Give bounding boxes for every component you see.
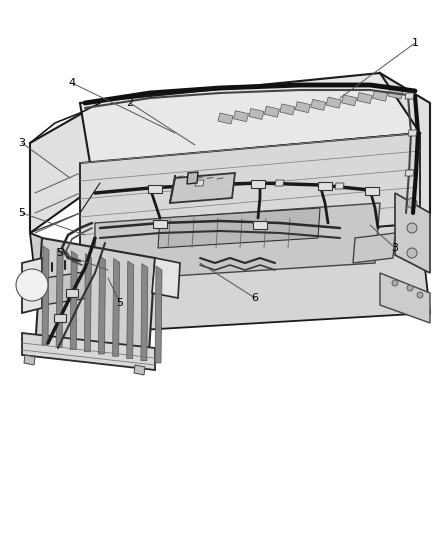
Polygon shape	[141, 263, 148, 361]
Bar	[251, 180, 265, 188]
Polygon shape	[158, 208, 319, 248]
Text: 5: 5	[116, 298, 123, 308]
Polygon shape	[372, 90, 387, 101]
Polygon shape	[80, 73, 419, 163]
Polygon shape	[56, 248, 63, 348]
Polygon shape	[24, 355, 35, 365]
Polygon shape	[233, 111, 248, 122]
Polygon shape	[134, 365, 145, 375]
Polygon shape	[194, 180, 204, 186]
Bar	[364, 187, 378, 195]
Polygon shape	[170, 173, 234, 203]
Text: 3: 3	[18, 138, 25, 148]
Polygon shape	[295, 102, 310, 112]
Polygon shape	[341, 95, 356, 106]
Polygon shape	[42, 246, 49, 345]
Polygon shape	[22, 333, 155, 370]
Polygon shape	[113, 259, 119, 356]
Polygon shape	[35, 238, 155, 368]
Polygon shape	[404, 170, 413, 176]
Polygon shape	[310, 99, 325, 110]
Text: 4: 4	[68, 78, 75, 88]
Polygon shape	[127, 261, 134, 359]
Polygon shape	[218, 113, 233, 124]
Polygon shape	[264, 106, 279, 117]
Text: 2: 2	[126, 98, 133, 108]
Polygon shape	[170, 175, 175, 203]
Polygon shape	[248, 108, 263, 119]
Circle shape	[406, 285, 412, 291]
Polygon shape	[43, 271, 90, 305]
Polygon shape	[325, 97, 340, 108]
Text: 5: 5	[18, 208, 25, 218]
Polygon shape	[98, 256, 105, 354]
Polygon shape	[379, 273, 429, 323]
Polygon shape	[352, 233, 394, 263]
Polygon shape	[84, 254, 91, 352]
Polygon shape	[279, 104, 294, 115]
Bar	[54, 314, 66, 322]
Polygon shape	[80, 133, 419, 253]
Text: 6: 6	[251, 293, 258, 303]
Bar	[66, 289, 78, 297]
Polygon shape	[274, 180, 283, 186]
Polygon shape	[30, 103, 100, 233]
Polygon shape	[187, 172, 198, 184]
Polygon shape	[155, 266, 162, 363]
Polygon shape	[407, 130, 416, 136]
Circle shape	[406, 198, 416, 208]
Bar	[153, 220, 166, 228]
Polygon shape	[80, 223, 429, 333]
Polygon shape	[95, 203, 379, 281]
Polygon shape	[152, 258, 180, 298]
Polygon shape	[379, 73, 429, 213]
Polygon shape	[387, 88, 402, 99]
Bar	[252, 221, 266, 229]
Bar	[317, 182, 331, 190]
Bar	[148, 185, 162, 193]
Circle shape	[406, 248, 416, 258]
Text: 3: 3	[391, 243, 398, 253]
Polygon shape	[404, 93, 413, 99]
Circle shape	[391, 280, 397, 286]
Polygon shape	[22, 258, 42, 313]
Polygon shape	[70, 251, 77, 350]
Polygon shape	[356, 93, 371, 103]
Circle shape	[406, 223, 416, 233]
Circle shape	[16, 269, 48, 301]
Circle shape	[416, 292, 422, 298]
Polygon shape	[334, 183, 343, 189]
Text: 5: 5	[57, 248, 64, 258]
Polygon shape	[394, 193, 429, 273]
Text: 1: 1	[410, 38, 417, 48]
Polygon shape	[30, 233, 90, 333]
